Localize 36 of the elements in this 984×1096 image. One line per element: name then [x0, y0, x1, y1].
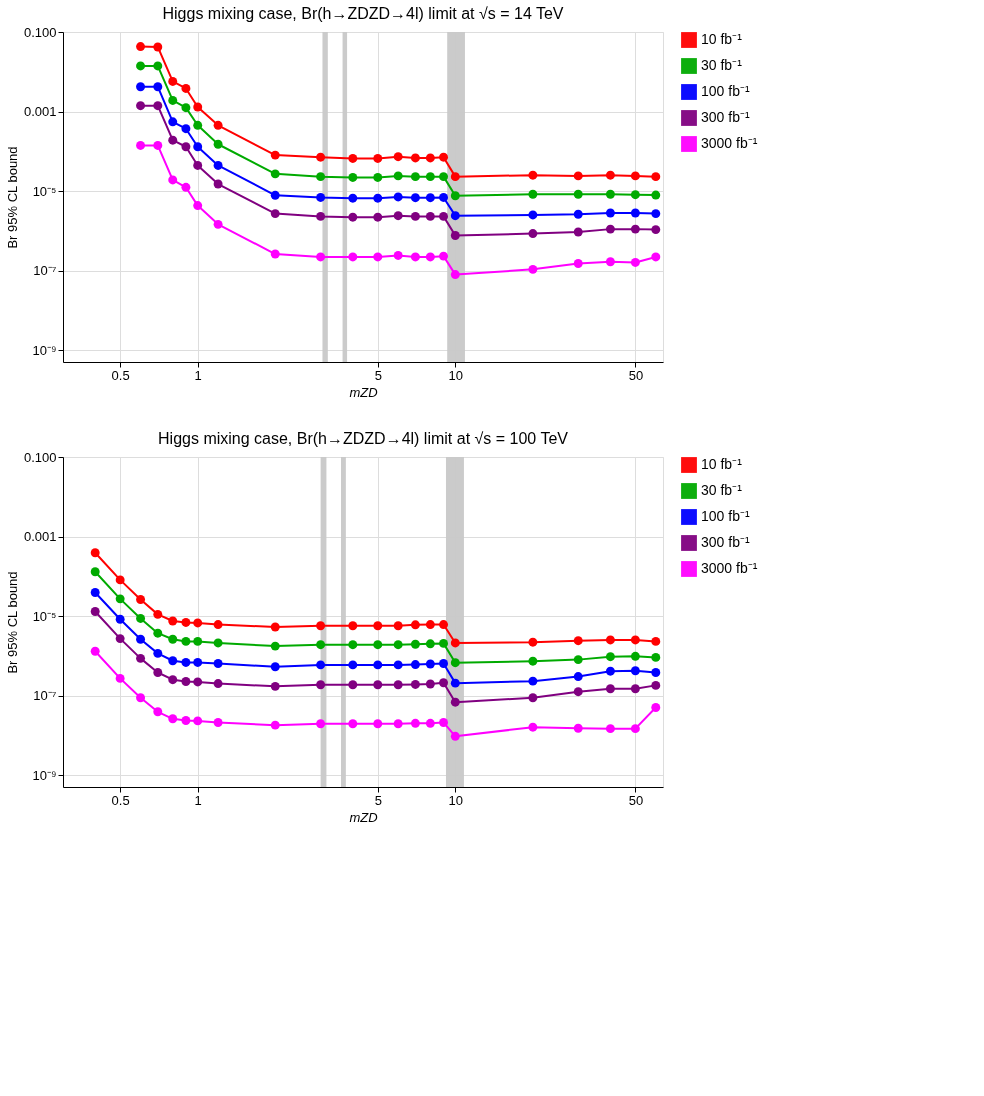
legend-label: 100 fb⁻¹ — [701, 83, 750, 99]
y-tick-label: 10⁻⁹ — [32, 342, 57, 358]
x-tick-label: 10 — [448, 367, 464, 383]
legend-label: 3000 fb⁻¹ — [701, 135, 758, 151]
legend-label: 300 fb⁻¹ — [701, 109, 750, 125]
x-tick-label: 1 — [194, 367, 202, 383]
x-tick-label: 0.5 — [111, 792, 130, 808]
y-tick-label: 10⁻⁵ — [32, 608, 57, 624]
y-tick-label: 0.100 — [23, 24, 57, 40]
x-tick-label: 50 — [628, 792, 644, 808]
y-tick-label: 0.001 — [23, 529, 57, 545]
x-tick-label: 1 — [194, 792, 202, 808]
legend-label: 300 fb⁻¹ — [701, 534, 750, 550]
x-tick-label: 5 — [374, 792, 382, 808]
x-tick-label: 0.5 — [111, 367, 130, 383]
chart-title: Higgs mixing case, Br(h→ZDZD→4l) limit at √s = 14 TeV — [162, 5, 564, 22]
legend-label: 10 fb⁻¹ — [701, 31, 743, 47]
y-axis-title: Br 95% CL bound — [4, 571, 20, 674]
x-tick-label: 10 — [448, 792, 464, 808]
y-tick-label: 10⁻⁷ — [33, 688, 57, 704]
y-tick-label: 10⁻⁵ — [32, 183, 57, 199]
legend-label: 10 fb⁻¹ — [701, 456, 743, 472]
y-tick-label: 10⁻⁷ — [33, 263, 57, 279]
x-axis-title: mZD — [349, 809, 378, 825]
legend-label: 100 fb⁻¹ — [701, 508, 750, 524]
x-tick-label: 50 — [628, 367, 644, 383]
y-tick-label: 0.100 — [23, 449, 57, 465]
x-axis-title: mZD — [349, 384, 378, 400]
x-tick-label: 5 — [374, 367, 382, 383]
legend-label: 30 fb⁻¹ — [701, 482, 743, 498]
y-tick-label: 10⁻⁹ — [32, 767, 57, 783]
legend-label: 30 fb⁻¹ — [701, 57, 743, 73]
y-axis-title: Br 95% CL bound — [4, 146, 20, 249]
chart-title: Higgs mixing case, Br(h→ZDZD→4l) limit at √s = 100 TeV — [158, 430, 569, 447]
legend-label: 3000 fb⁻¹ — [701, 560, 758, 576]
y-tick-label: 0.001 — [23, 104, 57, 120]
